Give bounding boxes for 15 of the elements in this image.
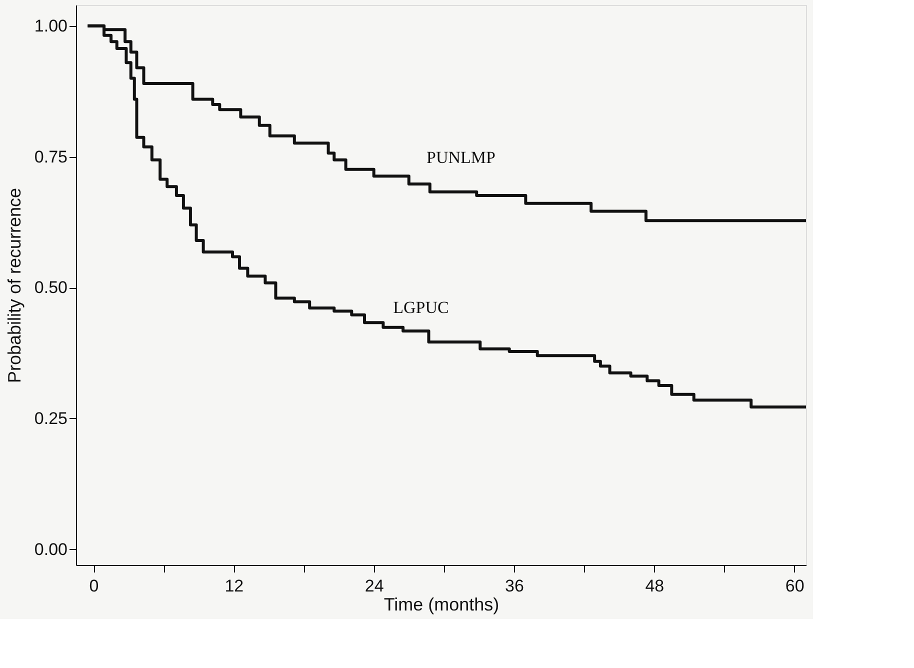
x-tick-label: 60 xyxy=(785,576,804,596)
y-axis-title: Probability of recurrence xyxy=(4,188,24,384)
y-tick-label: 1.00 xyxy=(34,16,68,36)
x-tick-label: 0 xyxy=(89,576,99,596)
y-tick-label: 0.75 xyxy=(34,147,68,166)
x-tick-label: 36 xyxy=(505,576,524,596)
x-tick-label: 24 xyxy=(364,576,384,596)
y-tick-label: 0.25 xyxy=(34,408,68,428)
series-label: LGPUC xyxy=(393,298,449,318)
y-tick-label: 0.00 xyxy=(34,540,68,559)
x-tick-label: 48 xyxy=(645,576,664,596)
x-tick-label: 12 xyxy=(224,576,244,596)
x-axis-title: Time (months) xyxy=(384,594,500,614)
series-label: PUNLMP xyxy=(426,148,496,167)
y-tick-label: 0.50 xyxy=(34,278,68,298)
